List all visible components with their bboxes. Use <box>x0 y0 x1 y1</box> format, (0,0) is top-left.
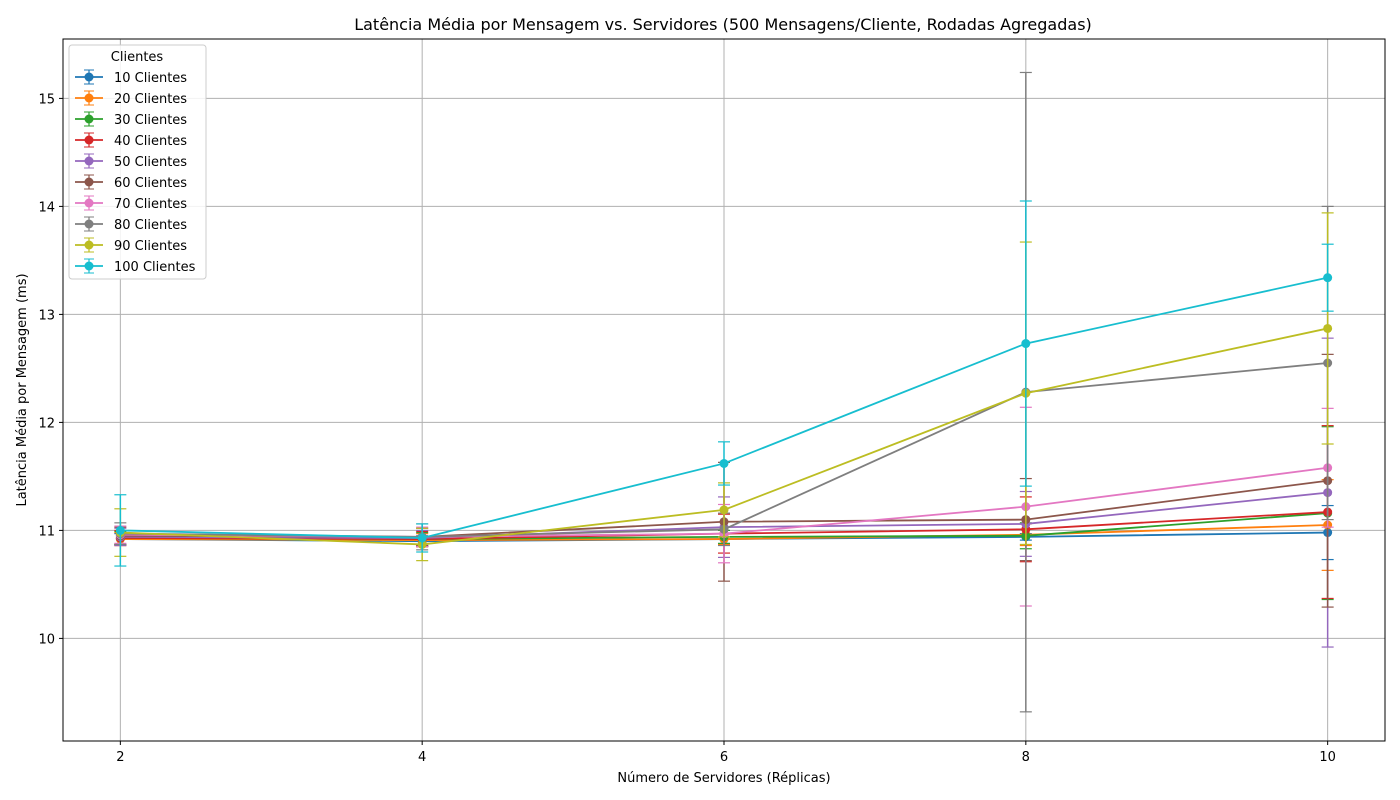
y-tick-label: 12 <box>38 416 55 431</box>
x-axis-label: Número de Servidores (Réplicas) <box>617 771 830 786</box>
legend-label: 30 Clientes <box>114 113 187 128</box>
legend-label: 40 Clientes <box>114 134 187 149</box>
legend-marker <box>84 72 94 82</box>
legend-marker <box>84 114 94 124</box>
x-tick-label: 10 <box>1319 750 1336 765</box>
legend-marker <box>84 135 94 145</box>
data-point <box>115 525 125 535</box>
y-axis-label: Latência Média por Mensagem (ms) <box>15 273 30 506</box>
legend-title: Clientes <box>111 50 164 65</box>
legend-label: 90 Clientes <box>114 239 187 254</box>
legend-label: 60 Clientes <box>114 176 187 191</box>
legend-marker <box>84 219 94 229</box>
legend-marker <box>84 240 94 250</box>
x-tick-label: 4 <box>418 750 426 765</box>
data-point <box>1323 273 1333 283</box>
legend-entry: 60 Clientes <box>75 174 187 191</box>
legend-entry: 80 Clientes <box>75 216 187 233</box>
grid <box>63 39 1385 741</box>
legend-box <box>68 44 207 280</box>
data-point <box>719 458 729 468</box>
legend-entry: 50 Clientes <box>75 153 187 170</box>
y-tick-label: 13 <box>38 308 55 323</box>
series-10 <box>114 200 1334 567</box>
legend-label: 100 Clientes <box>114 260 196 275</box>
legend-entry: 40 Clientes <box>75 132 187 149</box>
data-point <box>719 505 729 515</box>
legend-label: 70 Clientes <box>114 197 187 212</box>
series-layer <box>114 71 1334 713</box>
legend-label: 20 Clientes <box>114 92 187 107</box>
data-point <box>1021 339 1031 349</box>
legend-marker <box>84 198 94 208</box>
legend-marker <box>84 93 94 103</box>
legend-entry: 100 Clientes <box>75 258 196 275</box>
chart-title: Latência Média por Mensagem vs. Servidor… <box>354 15 1092 34</box>
x-tick-label: 2 <box>116 750 124 765</box>
legend: Clientes 10 Clientes 20 Clientes 30 Cliente… <box>68 44 207 280</box>
axis-ticks: 2 4 6 8 10 10 11 12 13 14 15 <box>38 92 1335 765</box>
x-tick-label: 6 <box>720 750 728 765</box>
legend-marker <box>84 177 94 187</box>
legend-entry: 10 Clientes <box>75 69 187 86</box>
y-tick-label: 10 <box>38 632 55 647</box>
y-tick-label: 14 <box>38 200 55 215</box>
legend-label: 80 Clientes <box>114 218 187 233</box>
y-tick-label: 11 <box>38 524 55 539</box>
legend-marker <box>84 261 94 271</box>
legend-entry: 70 Clientes <box>75 195 187 212</box>
legend-label: 50 Clientes <box>114 155 187 170</box>
y-tick-label: 15 <box>38 92 55 107</box>
legend-entry: 90 Clientes <box>75 237 187 254</box>
data-point <box>417 533 427 543</box>
legend-marker <box>84 156 94 166</box>
x-tick-label: 8 <box>1022 750 1030 765</box>
legend-label: 10 Clientes <box>114 71 187 86</box>
legend-entry: 30 Clientes <box>75 111 187 128</box>
data-point <box>1323 323 1333 333</box>
legend-entry: 20 Clientes <box>75 90 187 107</box>
